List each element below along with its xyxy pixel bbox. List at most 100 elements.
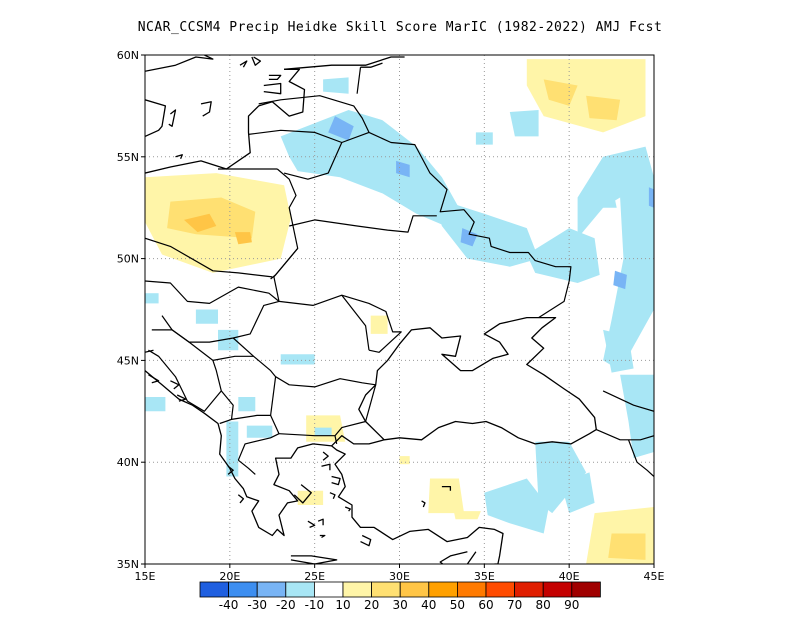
colorbar-label: 70 — [507, 598, 522, 612]
skill-region-17 — [433, 197, 539, 267]
axis-labels: 15E 20E 25E 30E 35E 40E 45E 35N 40N 45N 50N 55N 60N — [117, 49, 665, 583]
skill-region-32 — [238, 397, 256, 412]
border-line-19 — [145, 237, 273, 278]
border-line-13 — [283, 142, 343, 180]
coast-line-8 — [145, 68, 306, 174]
skill-region-20 — [603, 329, 634, 373]
map-outlines — [145, 55, 654, 564]
coast-line-58 — [360, 62, 383, 68]
skill-region-33 — [246, 425, 273, 438]
coast-line-50 — [148, 374, 160, 384]
skill-region-40 — [460, 228, 478, 247]
colorbar: -40 -30 -20 -10 10 20 30 40 50 60 70 80 90 — [199, 581, 601, 612]
border-line-17 — [273, 248, 402, 353]
coast-line-5 — [284, 56, 405, 70]
skill-region-25 — [509, 110, 539, 137]
colorbar-swatch — [313, 581, 344, 598]
coast-line-3 — [168, 109, 177, 127]
skill-region-31 — [226, 421, 239, 477]
skill-region-21 — [620, 374, 654, 459]
skill-region-41 — [613, 270, 627, 290]
skill-region-12 — [370, 315, 388, 334]
skill-region-10 — [453, 511, 481, 520]
border-line-31 — [602, 390, 654, 412]
coast-line-42 — [331, 475, 341, 486]
border-line-30 — [237, 459, 256, 475]
colorbar-swatch — [371, 581, 401, 598]
coast-line-34 — [145, 349, 504, 564]
colorbar-swatch — [542, 581, 573, 598]
skill-region-23 — [484, 478, 549, 534]
skill-region-9 — [428, 478, 464, 514]
skill-region-8 — [608, 533, 646, 560]
coast-line-51 — [307, 520, 316, 529]
colorbar-label: -40 — [219, 598, 239, 612]
border-line-11 — [248, 129, 370, 144]
skill-field-layer — [145, 59, 654, 564]
colorbar-swatch — [571, 581, 601, 598]
border-line-32 — [596, 429, 654, 441]
colorbar-label: -30 — [247, 598, 267, 612]
colorbar-swatch — [428, 581, 458, 598]
lat-tick-label: 55N — [117, 151, 139, 164]
colorbar-swatch — [399, 581, 430, 598]
coast-line-38 — [290, 555, 338, 564]
skill-region-14 — [399, 456, 410, 465]
colorbar-swatch — [228, 581, 258, 598]
skill-region-37 — [297, 150, 315, 165]
border-line-33 — [627, 439, 654, 477]
colorbar-label: 90 — [564, 598, 579, 612]
lat-tick-label: 40N — [117, 456, 139, 469]
colorbar-swatch — [199, 581, 230, 598]
border-line-14 — [356, 67, 362, 94]
colorbar-swatch — [485, 581, 516, 598]
border-line-20 — [145, 280, 280, 304]
coast-line-45 — [360, 534, 372, 547]
lon-tick-label: 40E — [559, 570, 580, 583]
skill-region-34 — [314, 427, 332, 436]
lat-tick-label: 35N — [117, 558, 139, 571]
border-line-24 — [212, 355, 254, 361]
coast-line-7 — [268, 74, 282, 81]
colorbar-label: 80 — [536, 598, 551, 612]
coast-line-52 — [317, 518, 324, 526]
colorbar-label: 20 — [364, 598, 379, 612]
skill-region-27 — [475, 132, 493, 145]
coast-line-54 — [441, 485, 452, 491]
coast-line-1 — [145, 55, 214, 72]
coast-line-57 — [175, 154, 183, 160]
skill-region-28 — [195, 309, 218, 324]
colorbar-label: -20 — [276, 598, 296, 612]
colorbar-label: 60 — [478, 598, 493, 612]
coast-line-2 — [200, 101, 212, 117]
colorbar-swatch — [285, 581, 315, 598]
skill-region-16 — [280, 110, 459, 229]
border-line-18 — [341, 294, 370, 351]
colorbar-label: 50 — [450, 598, 465, 612]
coast-line-36 — [145, 179, 146, 181]
lon-tick-label: 15E — [135, 570, 156, 583]
skill-region-3 — [234, 232, 252, 245]
skill-region-6 — [586, 95, 621, 121]
chart-title: NCAR_CCSM4 Precip Heidke Skill Score Mar… — [137, 20, 663, 35]
lat-tick-label: 50N — [117, 253, 139, 266]
coast-line-44 — [344, 506, 351, 512]
border-line-16 — [289, 215, 437, 233]
border-line-27 — [219, 418, 232, 425]
skill-region-22 — [535, 441, 587, 514]
coast-line-53 — [319, 534, 326, 539]
lon-tick-label: 25E — [304, 570, 325, 583]
skill-region-24 — [560, 472, 595, 514]
coast-line-4 — [251, 56, 262, 66]
skill-region-26 — [586, 191, 617, 208]
lat-tick-label: 45N — [117, 354, 139, 367]
lon-tick-label: 30E — [389, 570, 410, 583]
skill-region-39 — [396, 160, 410, 178]
coast-line-35 — [331, 316, 597, 447]
lon-tick-label: 35E — [474, 570, 495, 583]
skill-region-29 — [218, 329, 239, 351]
coast-line-6 — [263, 82, 282, 95]
colorbar-swatch — [256, 581, 287, 598]
coast-line-39 — [293, 484, 312, 504]
